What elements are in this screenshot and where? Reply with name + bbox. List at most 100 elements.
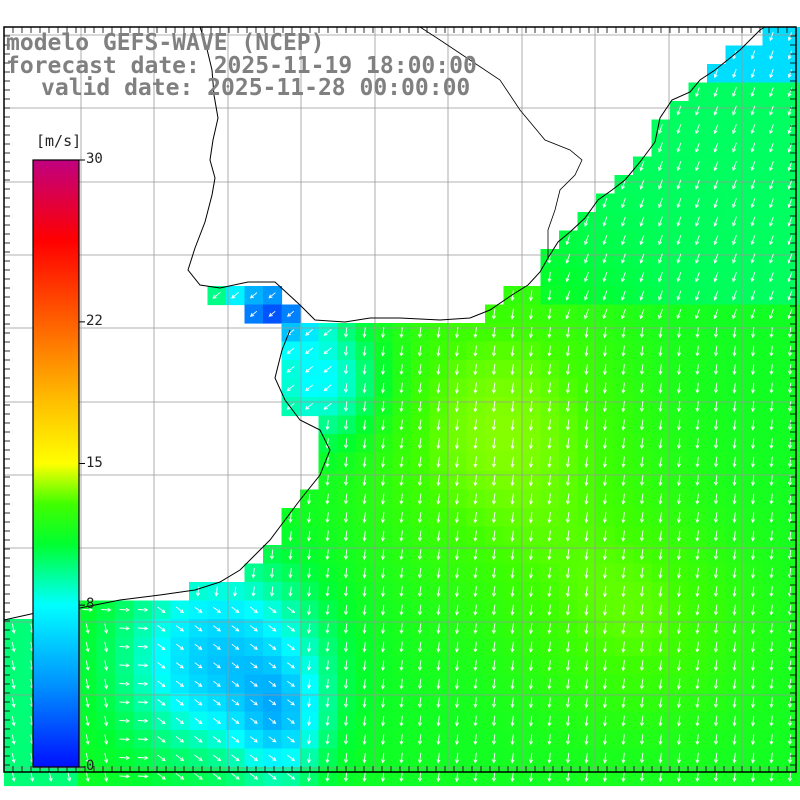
wind-arrow [213, 643, 221, 650]
wind-arrow [380, 734, 385, 746]
wind-arrow [249, 754, 259, 762]
wind-arrow [157, 606, 166, 614]
wind-arrow [343, 604, 348, 616]
wind-arrow [658, 124, 663, 135]
wind-arrow [528, 567, 533, 579]
wind-arrow [286, 402, 295, 410]
wind-arrow [473, 771, 478, 783]
wind-arrow [602, 382, 607, 394]
wind-arrow [138, 644, 149, 649]
wind-arrow [713, 198, 719, 209]
wind-arrow [380, 401, 385, 413]
wind-arrow [100, 607, 112, 612]
wind-arrow [695, 87, 700, 98]
wind-arrow [417, 530, 422, 542]
wind-arrow [713, 567, 718, 579]
wind-arrow [137, 718, 149, 723]
wind-arrow [288, 549, 293, 561]
wind-arrow [231, 699, 240, 706]
wind-arrow [713, 69, 719, 79]
wind-arrow [362, 715, 367, 727]
wind-arrow [417, 327, 422, 339]
wind-arrow [528, 290, 533, 302]
wind-arrow [547, 271, 552, 283]
colorbar-gradient [32, 159, 80, 768]
wind-arrow [268, 773, 277, 780]
wind-arrow [417, 623, 422, 635]
wind-arrow [732, 475, 737, 487]
wind-arrow [639, 567, 644, 579]
wind-arrow [695, 438, 700, 450]
wind-arrow [343, 346, 349, 357]
wind-arrow [602, 512, 607, 524]
wind-arrow [213, 662, 221, 669]
wind-arrow [11, 716, 16, 727]
wind-arrow [787, 549, 792, 561]
wind-arrow [194, 699, 203, 706]
wind-arrow [621, 198, 626, 209]
colorbar-tick-label: 15 [86, 454, 103, 471]
wind-arrow [676, 253, 682, 264]
wind-arrow [713, 272, 719, 283]
wind-arrow [399, 364, 404, 376]
wind-arrow [362, 419, 367, 431]
wind-arrow [584, 567, 589, 579]
wind-arrow [621, 734, 626, 746]
wind-arrow [621, 438, 626, 450]
wind-arrow [602, 567, 607, 579]
wind-arrow [639, 493, 644, 505]
wind-arrow [602, 345, 607, 357]
wind-arrow [325, 586, 330, 598]
wind-arrow [343, 641, 348, 653]
wind-arrow [602, 641, 607, 653]
wind-arrow [639, 327, 644, 339]
wind-arrow [176, 643, 184, 650]
wind-arrow [621, 364, 626, 376]
wind-arrow [750, 715, 755, 727]
wind-arrow [769, 734, 774, 746]
wind-arrow [658, 715, 663, 727]
wind-arrow [584, 216, 589, 227]
wind-arrow [713, 530, 718, 542]
wind-arrow [732, 87, 737, 98]
wind-arrow [306, 753, 312, 764]
wind-arrow [417, 660, 422, 672]
wind-arrow [138, 700, 149, 705]
wind-arrow [565, 641, 570, 653]
wind-arrow [639, 438, 644, 450]
wind-arrow [658, 179, 663, 190]
wind-arrow [399, 623, 404, 635]
wind-arrow [639, 272, 645, 283]
wind-arrow [436, 419, 441, 431]
wind-arrow [621, 290, 626, 301]
wind-arrow [769, 475, 774, 487]
wind-arrow [119, 663, 130, 668]
wind-arrow [137, 755, 149, 760]
wind-arrow [621, 253, 626, 264]
wind-arrow [787, 512, 792, 524]
wind-arrow [119, 737, 131, 742]
wind-arrow [713, 475, 718, 487]
wind-arrow [491, 604, 496, 616]
wind-arrow [454, 364, 459, 376]
wind-arrow [399, 678, 404, 690]
wind-arrow [104, 697, 109, 708]
wind-arrow [565, 734, 570, 746]
wind-arrow [676, 327, 681, 339]
wind-arrow [584, 345, 589, 357]
wind-arrow [510, 641, 515, 653]
wind-arrow [750, 179, 756, 190]
wind-arrow [11, 679, 16, 690]
wind-arrow [436, 752, 441, 764]
wind-arrow [306, 642, 312, 653]
wind-arrow [713, 549, 718, 561]
wind-arrow [565, 308, 571, 320]
wind-arrow [676, 364, 681, 376]
wind-arrow [602, 308, 608, 320]
wind-arrow [750, 475, 755, 487]
wind-arrow [639, 345, 644, 357]
wind-arrow [343, 364, 349, 375]
wind-arrow [343, 438, 348, 450]
wind-arrow [157, 699, 166, 706]
wind-arrow [676, 697, 681, 709]
